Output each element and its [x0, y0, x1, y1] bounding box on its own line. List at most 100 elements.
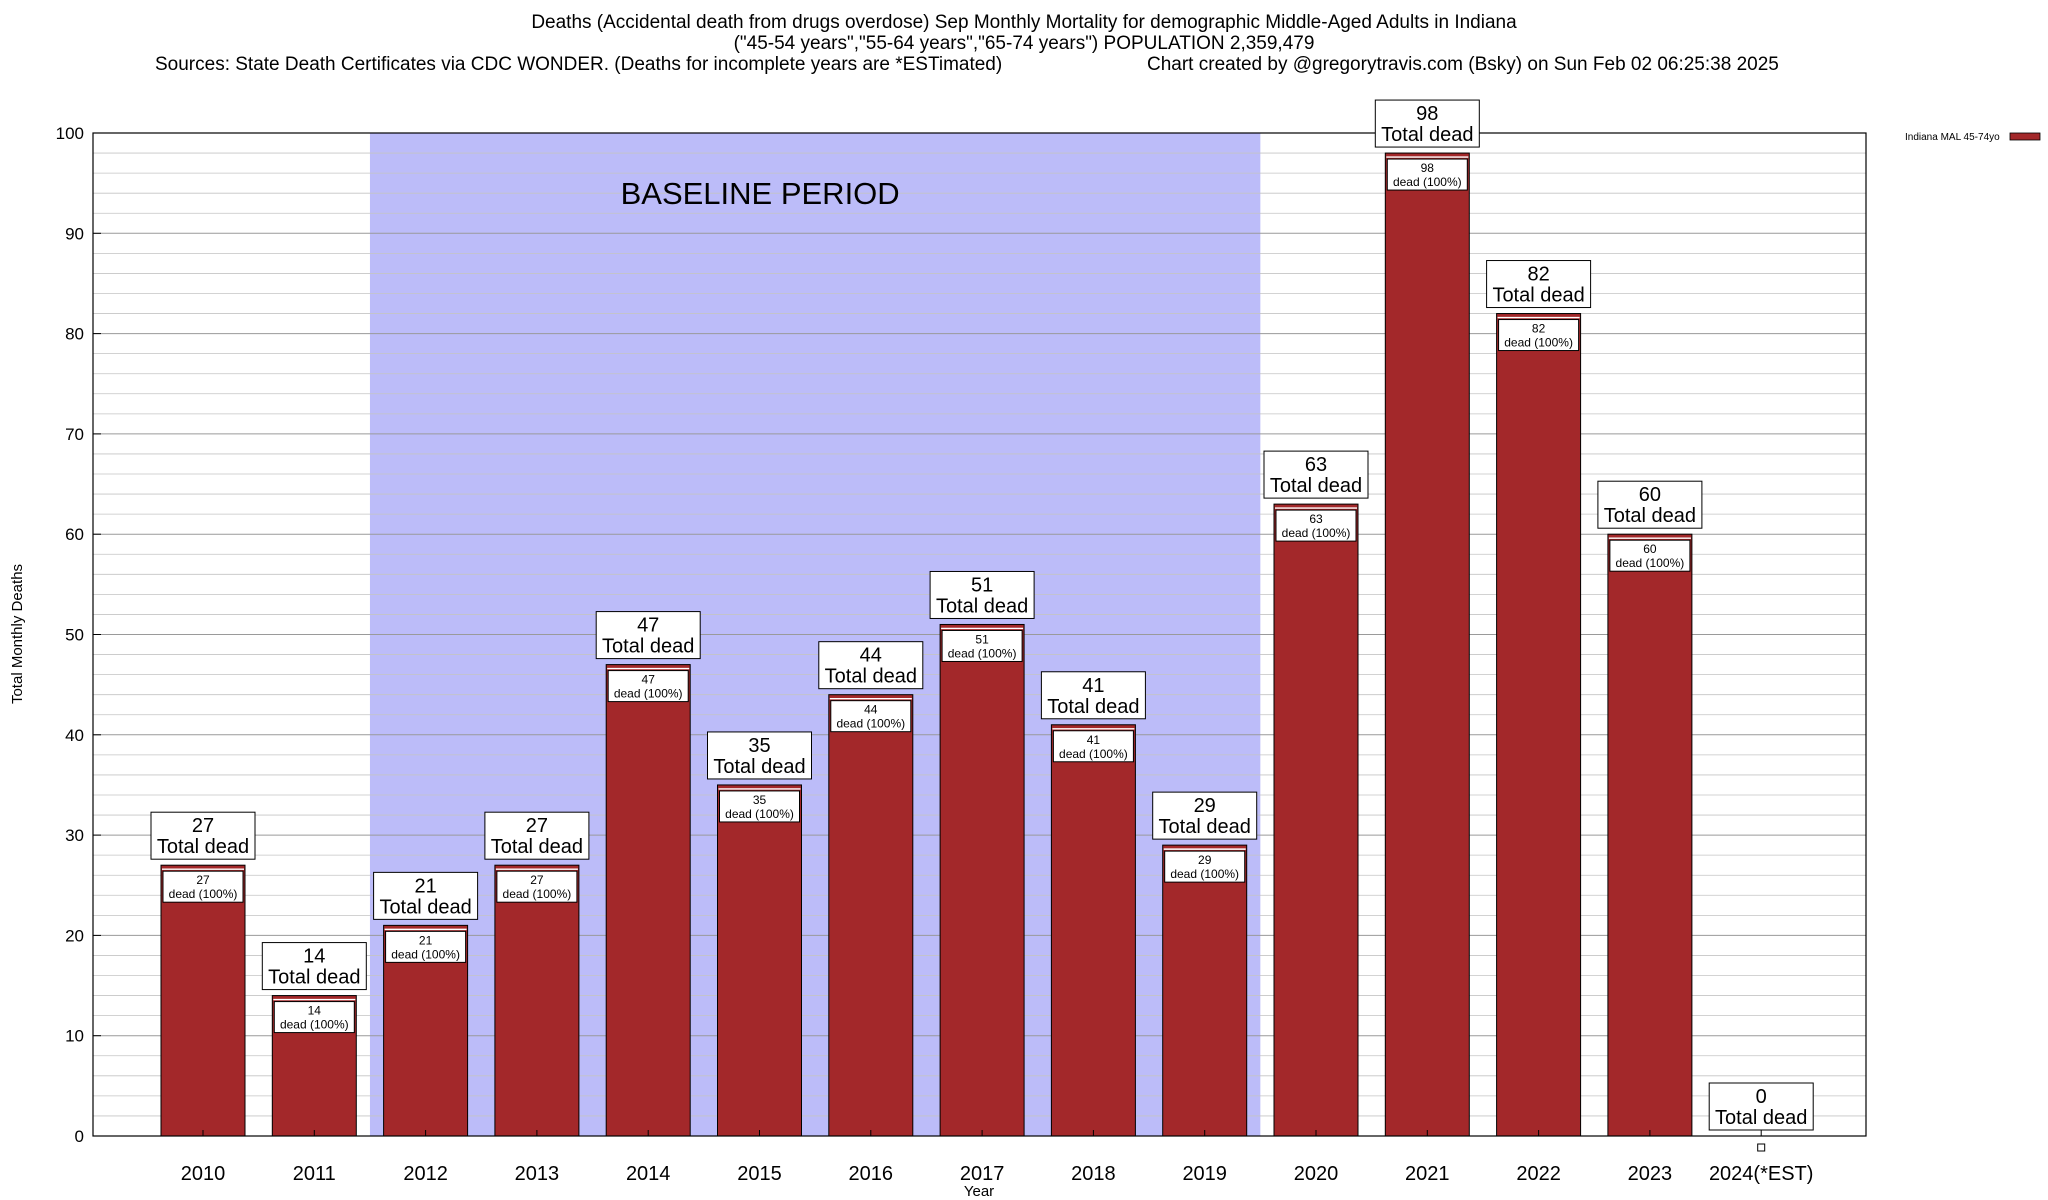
total-value-label: 21: [414, 875, 436, 897]
y-tick-label: 70: [65, 425, 84, 444]
x-tick-label: 2014: [626, 1163, 671, 1185]
total-dead-label: Total dead: [1604, 505, 1696, 527]
chart-credit-note: Chart created by @gregorytravis.com (Bsk…: [1147, 54, 1779, 75]
bar-inner-value: 51: [975, 632, 989, 646]
bar-inner-label-box: [830, 700, 912, 733]
bar-inner-label-box: [1275, 509, 1357, 542]
y-tick-label: 0: [75, 1127, 84, 1146]
total-value-label: 44: [860, 645, 882, 667]
total-value-label: 63: [1305, 454, 1327, 476]
total-label-box: [261, 942, 367, 991]
total-label-box: [929, 570, 1035, 619]
bar-inner-value: 47: [642, 673, 656, 687]
total-dead-label: Total dead: [1715, 1107, 1807, 1129]
bar-2018: [1050, 724, 1136, 1137]
bar-inner-label-box: [1164, 850, 1246, 883]
bar-2022: [1496, 313, 1582, 1137]
total-dead-label: Total dead: [1047, 696, 1139, 718]
bar-2016: [828, 694, 914, 1137]
total-label-box: [484, 811, 590, 860]
y-tick-label: 60: [65, 525, 84, 544]
bar-inner-value: 35: [753, 793, 767, 807]
total-label-box: [1597, 480, 1703, 529]
bar-inner-value: 27: [530, 873, 544, 887]
x-tick-label: 2017: [960, 1163, 1005, 1185]
total-dead-label: Total dead: [1270, 475, 1362, 497]
y-tick-label: 30: [65, 826, 84, 845]
bar-inner-value: 41: [1087, 733, 1101, 747]
total-value-label: 82: [1527, 264, 1549, 286]
total-dead-label: Total dead: [1492, 285, 1584, 307]
total-value-label: 60: [1639, 484, 1661, 506]
x-tick-label: 2020: [1294, 1163, 1339, 1185]
total-value-label: 0: [1756, 1086, 1767, 1108]
bar-inner-label-box: [1386, 158, 1468, 191]
y-tick-label: 40: [65, 726, 84, 745]
bar-2024(*EST)-marker: [1757, 1143, 1766, 1152]
bar-inner-percent: dead (100%): [1616, 556, 1685, 570]
total-value-label: 98: [1416, 103, 1438, 125]
x-tick-label: 2024(*EST): [1709, 1163, 1814, 1185]
bar-inner-label-box: [719, 790, 800, 823]
x-axis-label: Year: [964, 1183, 994, 1200]
total-value-label: 14: [303, 946, 325, 968]
total-value-label: 27: [526, 815, 548, 837]
bar-inner-value: 98: [1421, 161, 1435, 175]
bar-2014: [605, 664, 691, 1137]
bar-inner-percent: dead (100%): [836, 717, 905, 731]
x-tick-label: 2010: [181, 1163, 226, 1185]
x-tick-label: 2013: [515, 1163, 560, 1185]
total-value-label: 29: [1194, 795, 1216, 817]
total-label-box: [1152, 791, 1258, 840]
bar-inner-label-box: [162, 870, 244, 903]
bar-inner-label-box: [607, 670, 689, 703]
bar-inner-label-box: [1498, 319, 1580, 352]
bar-2017: [939, 623, 1025, 1137]
total-label-box: [1486, 260, 1592, 309]
total-dead-label: Total dead: [713, 756, 805, 778]
x-tick-label: 2018: [1071, 1163, 1116, 1185]
bar-inner-label-box: [385, 930, 467, 963]
total-label-box: [1708, 1082, 1814, 1131]
chart-title-line-1: Deaths (Accidental death from drugs over…: [531, 12, 1517, 33]
x-tick-label: 2022: [1516, 1163, 1561, 1185]
baseline-period-label: BASELINE PERIOD: [621, 176, 900, 211]
bar-inner-percent: dead (100%): [169, 887, 238, 901]
total-dead-label: Total dead: [1381, 124, 1473, 146]
total-label-box: [1374, 99, 1480, 148]
y-tick-label: 10: [65, 1027, 84, 1046]
x-tick-label: 2012: [403, 1163, 448, 1185]
bar-2010: [160, 864, 246, 1137]
bar-inner-value: 27: [196, 873, 210, 887]
bar-inner-percent: dead (100%): [725, 807, 794, 821]
bar-2021: [1384, 152, 1470, 1137]
total-dead-label: Total dead: [379, 896, 471, 918]
x-tick-label: 2015: [737, 1163, 782, 1185]
y-tick-label: 90: [65, 224, 84, 243]
total-dead-label: Total dead: [825, 666, 917, 688]
bar-inner-percent: dead (100%): [1170, 867, 1239, 881]
bar-inner-percent: dead (100%): [948, 646, 1017, 660]
bar-inner-label-box: [273, 1001, 355, 1034]
y-tick-label: 20: [65, 926, 84, 945]
y-tick-label: 50: [65, 626, 84, 645]
bar-inner-percent: dead (100%): [614, 687, 683, 701]
bar-inner-percent: dead (100%): [391, 947, 460, 961]
total-label-box: [1263, 450, 1369, 499]
total-dead-label: Total dead: [157, 836, 249, 858]
bar-inner-percent: dead (100%): [503, 887, 572, 901]
total-dead-label: Total dead: [936, 595, 1028, 617]
bar-inner-label-box: [1609, 539, 1691, 572]
bar-inner-percent: dead (100%): [280, 1018, 349, 1032]
bar-inner-percent: dead (100%): [1393, 175, 1462, 189]
chart-source-note: Sources: State Death Certificates via CD…: [155, 54, 1003, 75]
total-value-label: 35: [748, 735, 770, 757]
total-dead-label: Total dead: [602, 636, 694, 658]
x-tick-label: 2021: [1405, 1163, 1450, 1185]
legend-entry-label: Indiana MAL 45-74yo: [1905, 132, 2000, 143]
bar-inner-label-box: [1052, 730, 1134, 763]
total-label-box: [818, 641, 924, 690]
y-tick-label: 100: [56, 124, 84, 143]
total-dead-label: Total dead: [1159, 816, 1251, 838]
legend-swatch: [2009, 132, 2041, 141]
